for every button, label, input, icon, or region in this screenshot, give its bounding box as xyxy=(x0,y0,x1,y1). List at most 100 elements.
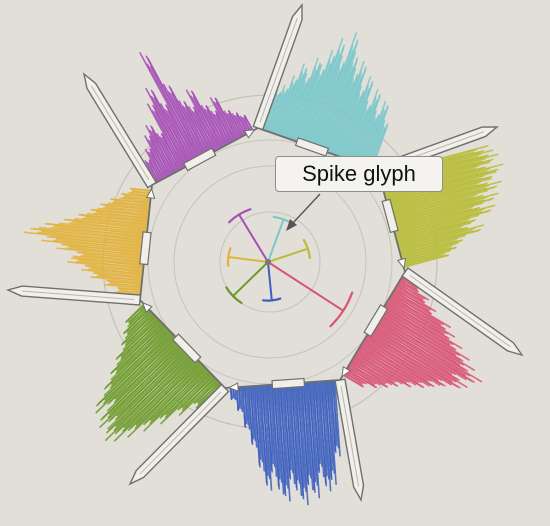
glyph-center xyxy=(265,259,271,265)
histogram-stroke xyxy=(394,208,485,235)
histogram-stroke xyxy=(106,350,191,434)
range-slider xyxy=(271,377,306,390)
histogram-stroke xyxy=(384,304,454,346)
histogram-stroke xyxy=(104,354,195,441)
histogram-stroke xyxy=(356,93,381,164)
histogram-stroke xyxy=(130,191,152,194)
histogram-stroke xyxy=(107,202,151,209)
histogram-stroke xyxy=(271,88,289,134)
histogram-stroke xyxy=(229,386,233,400)
histogram-stroke xyxy=(190,95,222,150)
histogram-stroke xyxy=(386,301,450,340)
histogram-stroke xyxy=(86,212,150,221)
histogram-stroke xyxy=(67,261,144,271)
histogram-stroke xyxy=(152,104,188,168)
histogram-stroke xyxy=(275,81,294,136)
histogram-stroke xyxy=(156,132,179,173)
histogram-stroke xyxy=(345,369,377,389)
histogram-stroke xyxy=(143,365,205,426)
histogram-stroke xyxy=(68,222,149,231)
histogram-stroke xyxy=(115,317,159,360)
histogram-stroke xyxy=(400,278,420,289)
histogram-stroke xyxy=(282,68,308,138)
histogram-stroke xyxy=(214,97,239,140)
histogram-stroke xyxy=(327,77,354,154)
histogram-stroke xyxy=(317,380,328,487)
histogram-stroke xyxy=(310,381,321,499)
histogram-stroke xyxy=(145,87,189,167)
axis-5 xyxy=(128,383,230,486)
histogram-stroke xyxy=(223,110,240,140)
histogram-stroke xyxy=(357,348,425,389)
histogram-stroke xyxy=(160,132,183,171)
histogram-stroke xyxy=(121,312,154,346)
histogram-stroke xyxy=(348,107,368,161)
histogram-stroke xyxy=(148,135,172,176)
range-slider xyxy=(363,304,389,338)
histogram-stroke xyxy=(252,385,261,468)
histogram-stroke xyxy=(401,244,453,261)
histogram-stroke xyxy=(139,52,199,162)
histogram-stroke xyxy=(398,281,429,301)
histogram-stroke xyxy=(373,322,475,383)
histogram-3 xyxy=(342,276,483,389)
histogram-stroke xyxy=(267,84,286,133)
histogram-stroke xyxy=(394,286,437,313)
histogram-stroke xyxy=(231,113,245,137)
histogram-stroke xyxy=(394,209,492,237)
histogram-6 xyxy=(23,187,153,296)
histogram-stroke xyxy=(108,283,143,287)
axis-inner-line xyxy=(409,275,511,348)
histogram-stroke xyxy=(366,333,452,386)
histogram-stroke xyxy=(80,255,145,262)
histogram-stroke xyxy=(362,340,432,382)
histogram-stroke xyxy=(164,109,196,163)
histogram-stroke xyxy=(354,354,403,385)
histogram-stroke xyxy=(93,212,150,219)
histogram-stroke xyxy=(398,280,419,293)
histogram-stroke xyxy=(367,332,461,389)
histogram-stroke xyxy=(282,383,292,480)
histogram-stroke xyxy=(127,360,200,431)
histogram-stroke xyxy=(81,268,144,277)
histogram-stroke xyxy=(357,349,417,386)
histogram-stroke xyxy=(78,213,150,223)
histogram-stroke xyxy=(178,100,209,156)
histogram-stroke xyxy=(63,218,149,229)
histogram-stroke xyxy=(357,110,377,164)
histogram-stroke xyxy=(58,222,148,234)
histogram-stroke xyxy=(392,205,474,230)
histogram-stroke xyxy=(402,254,450,269)
histogram-stroke xyxy=(322,62,354,152)
histogram-stroke xyxy=(390,192,499,223)
histogram-stroke xyxy=(110,322,164,375)
histogram-stroke xyxy=(369,328,468,388)
histogram-stroke xyxy=(347,364,381,386)
histogram-stroke xyxy=(336,85,362,157)
range-slider xyxy=(294,137,330,157)
axis-bar xyxy=(5,285,142,306)
histogram-stroke xyxy=(287,77,310,140)
histogram-stroke xyxy=(311,65,341,148)
spike-arc xyxy=(228,208,252,224)
spike-arc xyxy=(226,247,232,268)
histogram-stroke xyxy=(393,204,496,233)
histogram-stroke xyxy=(249,385,257,442)
histogram-stroke xyxy=(204,108,227,147)
histogram-stroke xyxy=(99,345,186,429)
histogram-stroke xyxy=(386,177,493,207)
histogram-stroke xyxy=(210,110,230,145)
histogram-stroke xyxy=(143,368,209,432)
histogram-stroke xyxy=(110,328,170,389)
histogram-stroke xyxy=(74,217,149,228)
histogram-stroke xyxy=(304,37,344,146)
histogram-stroke xyxy=(389,295,446,330)
histogram-stroke xyxy=(320,51,357,151)
histogram-stroke xyxy=(102,207,151,213)
histogram-stroke xyxy=(145,55,203,159)
histogram-stroke xyxy=(400,239,464,258)
spike-line xyxy=(267,261,273,302)
histogram-stroke xyxy=(315,32,358,150)
histogram-stroke xyxy=(195,383,222,409)
histogram-stroke xyxy=(288,57,319,140)
